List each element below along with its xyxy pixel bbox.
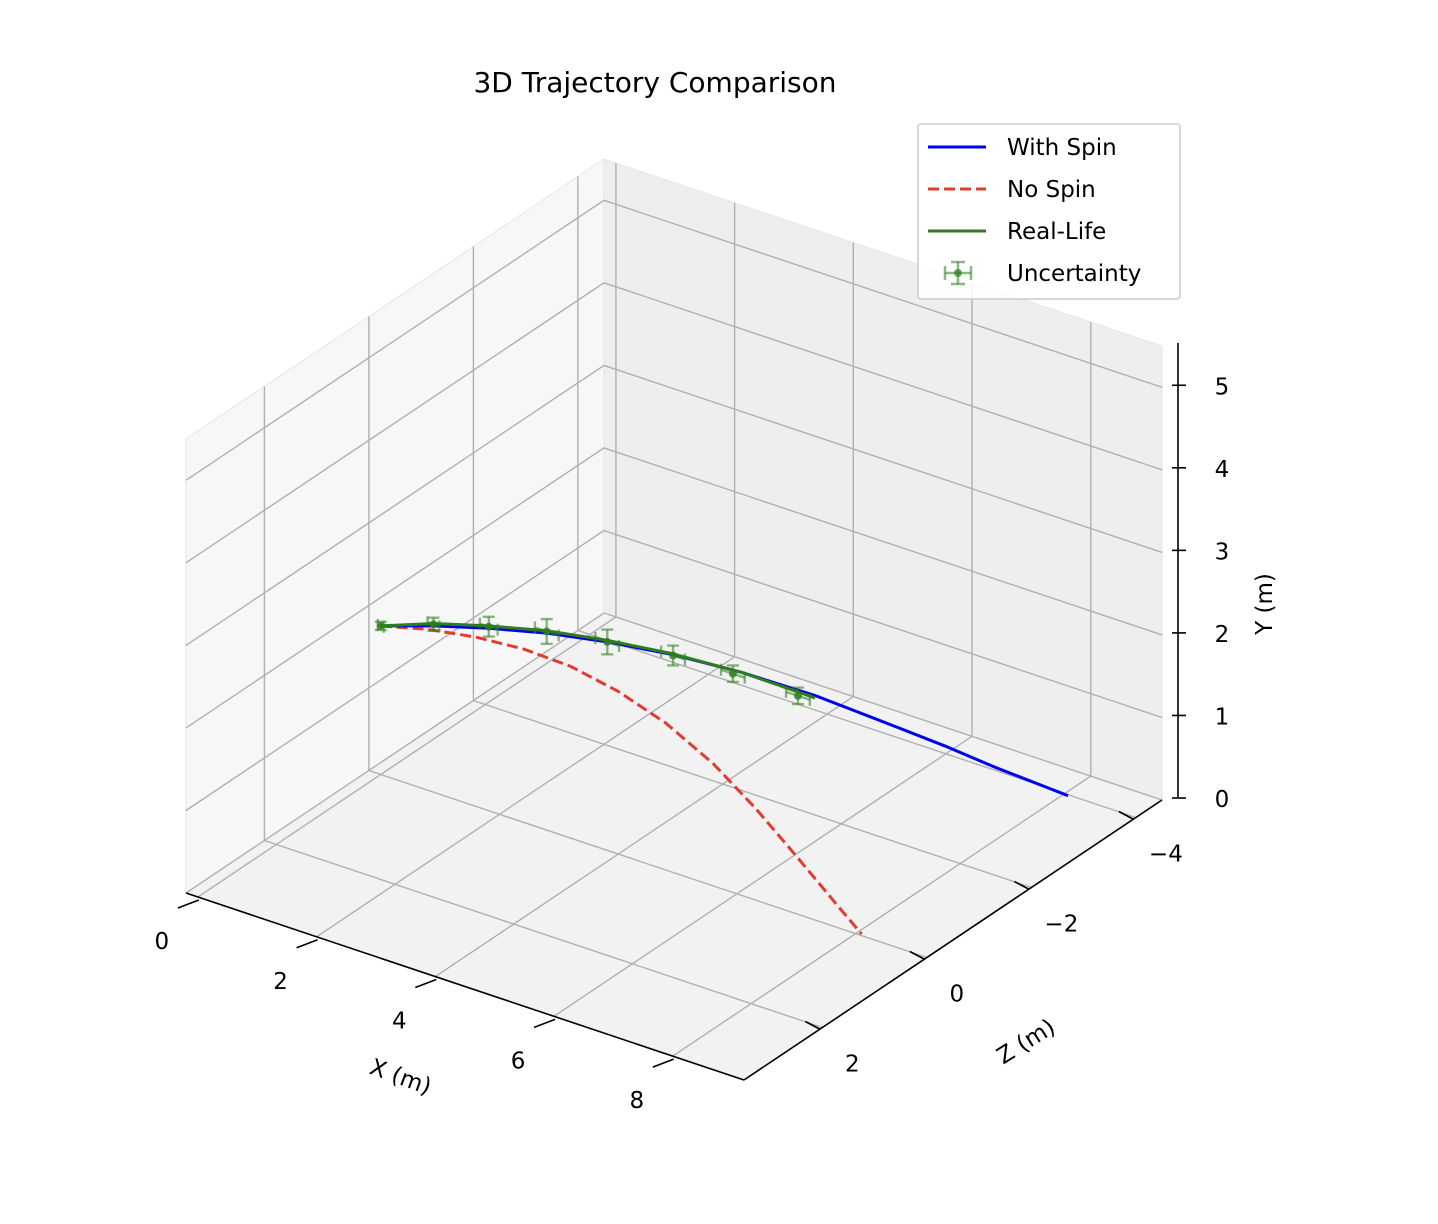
legend-swatch-uncertainty [943, 260, 973, 286]
z-tick-label: 2 [845, 1052, 860, 1078]
grid-line-y [185, 199, 1163, 481]
series-layer [374, 615, 1069, 935]
grid-line-y [185, 364, 1163, 646]
axis-lines [185, 343, 1179, 1081]
legend-label-uncertainty: Uncertainty [1007, 261, 1141, 287]
grid-line-y [185, 282, 1163, 564]
tick-labels: 0 2 4 6 8 −4 −2 0 2 0 1 2 3 4 5 [155, 374, 1230, 1114]
z-axis-line [743, 799, 1163, 1081]
y-tick-label: 4 [1215, 457, 1230, 483]
x-axis-line [185, 892, 745, 1081]
uncertainty-point [793, 691, 802, 700]
uncertainty-point [542, 627, 551, 636]
series-real-life [380, 622, 816, 700]
x-tick-label: 4 [392, 1009, 407, 1035]
uncertainty-point [728, 669, 737, 678]
y-tick-label: 1 [1215, 704, 1230, 730]
z-tick-label: 0 [950, 982, 965, 1008]
x-tick-mark [533, 1018, 556, 1029]
x-tick-label: 8 [629, 1088, 644, 1114]
x-tick-label: 0 [155, 929, 170, 955]
z-tick-mark [909, 950, 926, 961]
uncertainty-point [603, 637, 612, 646]
legend-label-with-spin: With Spin [1007, 135, 1117, 161]
x-tick-mark [296, 939, 318, 949]
x-tick-mark [652, 1058, 675, 1068]
x-tick-label: 6 [511, 1048, 526, 1074]
uncertainty-point [429, 620, 438, 629]
grid-line-y [185, 612, 1163, 894]
series-uncertainty [374, 615, 812, 706]
y-tick-label: 2 [1215, 622, 1230, 648]
z-axis-label: Z (m) [993, 1014, 1061, 1070]
y-axis-label: Y (m) [1252, 573, 1278, 636]
legend[interactable]: With Spin No Spin Real-Life Uncertainty [917, 123, 1181, 300]
grid-line-y [185, 529, 1163, 812]
z-tick-label: −4 [1149, 842, 1183, 868]
legend-label-real-life: Real-Life [1007, 219, 1106, 245]
uncertainty-point [376, 621, 385, 630]
z-tick-mark [1118, 810, 1135, 821]
z-tick-label: −2 [1044, 912, 1078, 938]
x-axis-label: X (m) [366, 1054, 434, 1100]
grid-line-y [185, 447, 1163, 729]
uncertainty-point [484, 622, 493, 631]
chart-title: 3D Trajectory Comparison [473, 66, 836, 99]
grid-lines [185, 163, 1163, 1057]
legend-frame [917, 123, 1181, 300]
x-tick-label: 2 [273, 969, 288, 995]
y-tick-label: 5 [1215, 374, 1230, 400]
legend-label-no-spin: No Spin [1007, 177, 1096, 203]
x-tick-mark [415, 978, 437, 989]
x-tick-mark [177, 899, 200, 909]
series-no-spin [380, 624, 863, 935]
z-tick-mark [1013, 880, 1030, 891]
y-tick-label: 0 [1215, 787, 1230, 813]
z-tick-mark [804, 1020, 821, 1031]
y-tick-label: 3 [1215, 539, 1230, 565]
uncertainty-point [669, 651, 678, 660]
